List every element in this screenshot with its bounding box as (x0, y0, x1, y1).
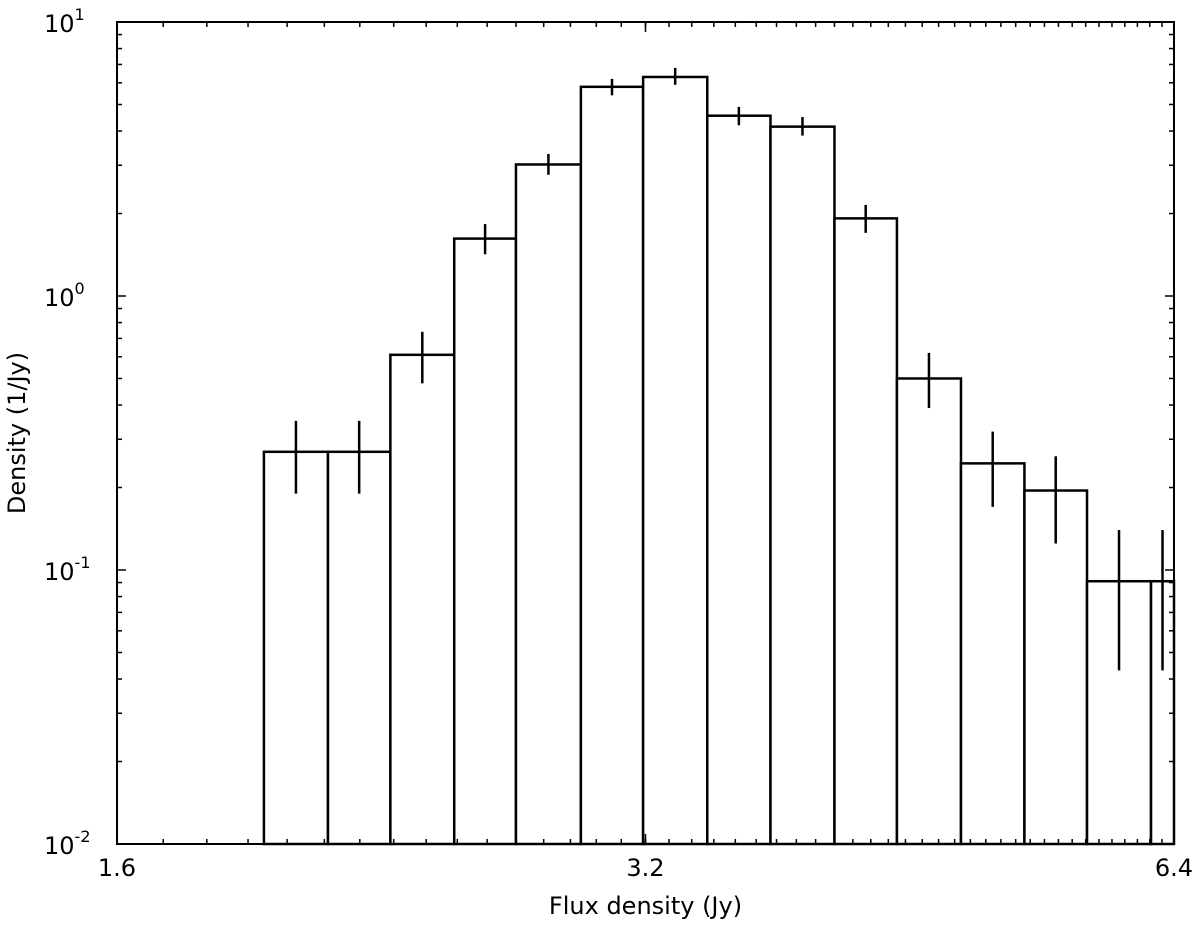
plot-frame (116, 21, 1175, 845)
histogram-bar (959, 462, 1026, 846)
histogram-bar (262, 450, 330, 846)
x-tick-label: 1.6 (98, 854, 136, 882)
y-tick-label: 101 (44, 5, 85, 38)
y-tick-label: 10-2 (44, 827, 91, 860)
histogram-bar (389, 353, 456, 846)
histogram-bar (833, 217, 899, 846)
histogram-bar (641, 75, 709, 846)
x-tick-label: 6.4 (1155, 854, 1193, 882)
histogram-bar (895, 377, 963, 846)
histogram-bar (514, 163, 583, 846)
y-tick-labels: 10-2 10-1 100 101 (44, 5, 91, 860)
histogram-bar (706, 114, 772, 846)
error-bars (294, 67, 1164, 671)
histogram-bar (769, 125, 836, 846)
histogram-bar (579, 85, 645, 846)
plot-area (116, 21, 1176, 846)
y-tick-label: 10-1 (44, 553, 91, 586)
histogram-bar (1023, 489, 1089, 846)
x-tick-labels: 1.6 3.2 6.4 (98, 854, 1193, 882)
y-tick-label: 100 (44, 279, 85, 312)
histogram-bar (452, 237, 518, 846)
x-tick-label: 3.2 (626, 854, 664, 882)
histogram-bars (262, 75, 1176, 846)
y-axis-label: Density (1/Jy) (3, 352, 31, 514)
x-axis-label: Flux density (Jy) (549, 892, 742, 920)
histogram-bar (326, 450, 392, 846)
